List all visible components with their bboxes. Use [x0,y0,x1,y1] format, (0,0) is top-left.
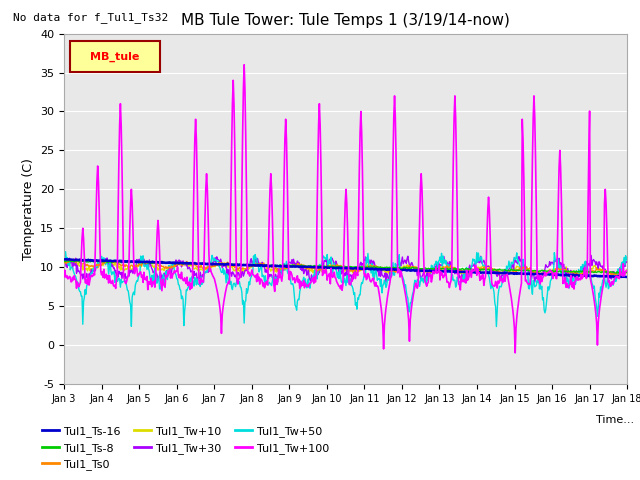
Tul1_Tw+50 [71,273,79,278]
Line: Tul1_Tw+50: Tul1_Tw+50 [64,252,627,326]
Tul1_Tw+30 [415,269,422,275]
Tul1_Tw+50 [623,258,631,264]
Tul1_Ts0 [415,266,422,272]
Tul1_Ts-8 [186,261,194,267]
Tul1_Tw+10 [60,263,68,268]
Tul1_Tw+50 [129,291,137,297]
Tul1_Ts-16 [216,262,224,267]
Tul1_Tw+100 [511,350,519,356]
Tul1_Ts-16 [615,274,623,280]
Tul1_Ts0 [71,258,79,264]
Tul1_Ts-8 [88,258,95,264]
Tul1_Tw+10 [623,267,631,273]
Tul1_Tw+30 [623,260,631,265]
Tul1_Tw+100 [186,279,193,285]
Text: Time...: Time... [596,415,634,425]
Tul1_Tw+50 [415,278,422,284]
Title: MB Tule Tower: Tule Temps 1 (3/19/14-now): MB Tule Tower: Tule Temps 1 (3/19/14-now… [181,13,510,28]
Line: Tul1_Ts0: Tul1_Ts0 [64,259,627,276]
Tul1_Ts0 [129,264,137,270]
Tul1_Ts0 [431,269,439,275]
Tul1_Tw+10 [216,261,224,266]
Tul1_Ts-16 [63,256,70,262]
Tul1_Tw+50 [61,249,69,254]
Tul1_Tw+100 [241,62,248,68]
Line: Tul1_Tw+30: Tul1_Tw+30 [64,255,627,282]
Tul1_Ts-16 [129,259,137,264]
Tul1_Tw+10 [106,258,113,264]
FancyBboxPatch shape [70,41,160,72]
Tul1_Tw+50 [431,262,439,267]
Tul1_Ts-8 [70,259,78,265]
Y-axis label: Temperature (C): Temperature (C) [22,158,35,260]
Tul1_Ts0 [623,269,631,275]
Tul1_Ts-8 [415,265,422,271]
Tul1_Ts-8 [612,270,620,276]
Tul1_Ts0 [216,262,224,268]
Tul1_Tw+100 [431,268,439,274]
Tul1_Tw+50 [493,324,500,329]
Tul1_Ts-16 [431,268,439,274]
Text: No data for f_Tul1_Ts32: No data for f_Tul1_Ts32 [13,12,168,23]
Tul1_Tw+10 [415,267,422,273]
Tul1_Tw+30 [588,252,595,258]
Text: MB_tule: MB_tule [90,51,140,61]
Tul1_Tw+50 [60,260,68,265]
Tul1_Tw+100 [415,251,422,256]
Tul1_Tw+30 [186,264,193,270]
Tul1_Ts-16 [71,257,79,263]
Tul1_Ts-16 [623,274,631,280]
Tul1_Tw+30 [128,268,136,274]
Tul1_Tw+30 [215,258,223,264]
Tul1_Ts-8 [216,261,224,267]
Tul1_Tw+10 [577,273,584,279]
Tul1_Tw+50 [216,265,224,271]
Tul1_Ts-8 [129,259,137,265]
Tul1_Tw+10 [431,265,439,271]
Tul1_Tw+30 [382,279,390,285]
Tul1_Ts-8 [431,266,439,272]
Tul1_Tw+30 [70,262,78,268]
Tul1_Tw+30 [60,264,68,270]
Tul1_Tw+10 [70,260,78,266]
Tul1_Tw+100 [128,200,136,206]
Line: Tul1_Ts-8: Tul1_Ts-8 [64,261,627,273]
Tul1_Ts-8 [623,269,631,275]
Tul1_Ts0 [60,260,68,265]
Legend: Tul1_Ts-16, Tul1_Ts-8, Tul1_Ts0, Tul1_Tw+10, Tul1_Tw+30, Tul1_Tw+50, Tul1_Tw+100: Tul1_Ts-16, Tul1_Ts-8, Tul1_Ts0, Tul1_Tw… [38,422,334,474]
Tul1_Ts0 [70,256,78,262]
Tul1_Ts-16 [415,267,422,273]
Line: Tul1_Tw+100: Tul1_Tw+100 [64,65,627,353]
Tul1_Tw+50 [186,275,194,281]
Tul1_Tw+30 [431,265,439,271]
Tul1_Tw+10 [129,265,137,271]
Tul1_Ts-16 [186,260,194,266]
Tul1_Tw+100 [215,299,223,305]
Tul1_Tw+100 [70,273,78,278]
Tul1_Ts0 [616,273,623,279]
Tul1_Ts-8 [60,258,68,264]
Line: Tul1_Tw+10: Tul1_Tw+10 [64,261,627,276]
Tul1_Tw+100 [623,267,631,273]
Tul1_Ts-16 [60,256,68,262]
Line: Tul1_Ts-16: Tul1_Ts-16 [64,259,627,277]
Tul1_Tw+10 [186,262,194,268]
Tul1_Ts0 [186,260,194,265]
Tul1_Tw+100 [60,274,68,280]
